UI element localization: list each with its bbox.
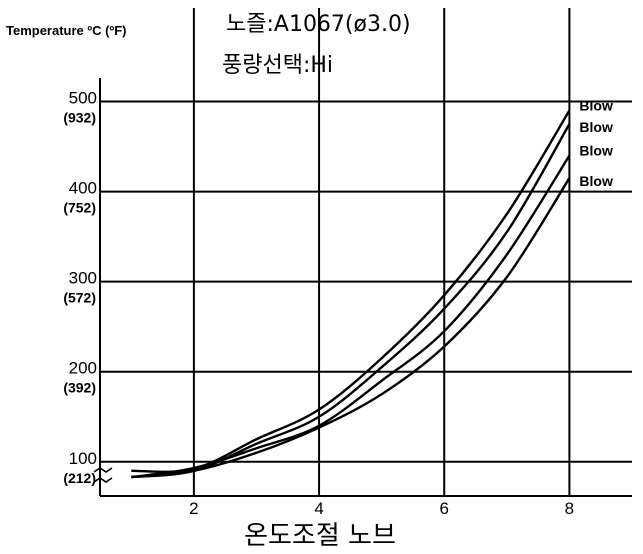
series-label-4: Blow — [579, 173, 613, 189]
series-label-3: Blow — [579, 143, 613, 159]
series-line-4 — [131, 177, 571, 479]
y-axis-label: Temperature ºC (ºF) — [6, 23, 127, 38]
y-tick-label-200: 200 — [69, 359, 97, 378]
y-tick-sublabel-400: (752) — [63, 200, 96, 216]
x-tick-label-6: 6 — [440, 499, 449, 518]
grid-lines — [100, 8, 632, 496]
y-tick-label-100: 100 — [69, 449, 97, 468]
axes — [93, 78, 632, 497]
x-axis-label: 온도조절 노브 — [244, 521, 396, 551]
y-tick-sublabel-200: (392) — [63, 380, 96, 396]
data-series — [131, 109, 571, 479]
series-line-1 — [131, 109, 571, 473]
axis-break-icon — [93, 467, 113, 483]
y-tick-label-400: 400 — [69, 179, 97, 198]
y-tick-label-300: 300 — [69, 269, 97, 288]
x-tick-label-8: 8 — [565, 499, 574, 518]
y-tick-sublabel-300: (572) — [63, 290, 96, 306]
tick-labels: 100 (212) 200 (392) 300 (572) 400 (752) 500 (932)… — [63, 89, 574, 518]
chart-title-line-2: 풍량선택:Hi — [222, 53, 333, 78]
series-label-1: Blow — [579, 98, 613, 114]
series-labels: Blow Blow Blow Blow — [579, 98, 613, 190]
series-line-2 — [131, 123, 571, 479]
x-tick-label-2: 2 — [189, 499, 198, 518]
x-tick-label-4: 4 — [314, 499, 323, 518]
y-tick-sublabel-100: (212) — [63, 470, 96, 486]
series-label-2: Blow — [579, 119, 613, 135]
y-tick-sublabel-500: (932) — [63, 110, 96, 126]
series-line-3 — [131, 154, 571, 479]
y-tick-label-500: 500 — [69, 89, 97, 108]
